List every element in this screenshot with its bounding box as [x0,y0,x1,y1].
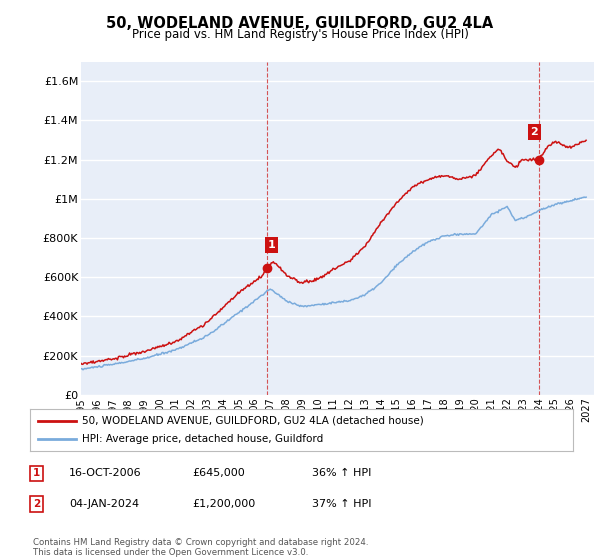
Text: 1: 1 [33,468,40,478]
Text: 50, WODELAND AVENUE, GUILDFORD, GU2 4LA: 50, WODELAND AVENUE, GUILDFORD, GU2 4LA [106,16,494,31]
Text: £1,200,000: £1,200,000 [192,499,255,509]
Text: Contains HM Land Registry data © Crown copyright and database right 2024.
This d: Contains HM Land Registry data © Crown c… [33,538,368,557]
Text: 16-OCT-2006: 16-OCT-2006 [69,468,142,478]
Text: £645,000: £645,000 [192,468,245,478]
Text: 2: 2 [530,127,538,137]
Text: 1: 1 [268,240,276,250]
Text: HPI: Average price, detached house, Guildford: HPI: Average price, detached house, Guil… [82,434,323,444]
Text: Price paid vs. HM Land Registry's House Price Index (HPI): Price paid vs. HM Land Registry's House … [131,28,469,41]
Text: 50, WODELAND AVENUE, GUILDFORD, GU2 4LA (detached house): 50, WODELAND AVENUE, GUILDFORD, GU2 4LA … [82,416,424,426]
Text: 37% ↑ HPI: 37% ↑ HPI [312,499,371,509]
Text: 2: 2 [33,499,40,509]
Text: 36% ↑ HPI: 36% ↑ HPI [312,468,371,478]
Text: 04-JAN-2024: 04-JAN-2024 [69,499,139,509]
